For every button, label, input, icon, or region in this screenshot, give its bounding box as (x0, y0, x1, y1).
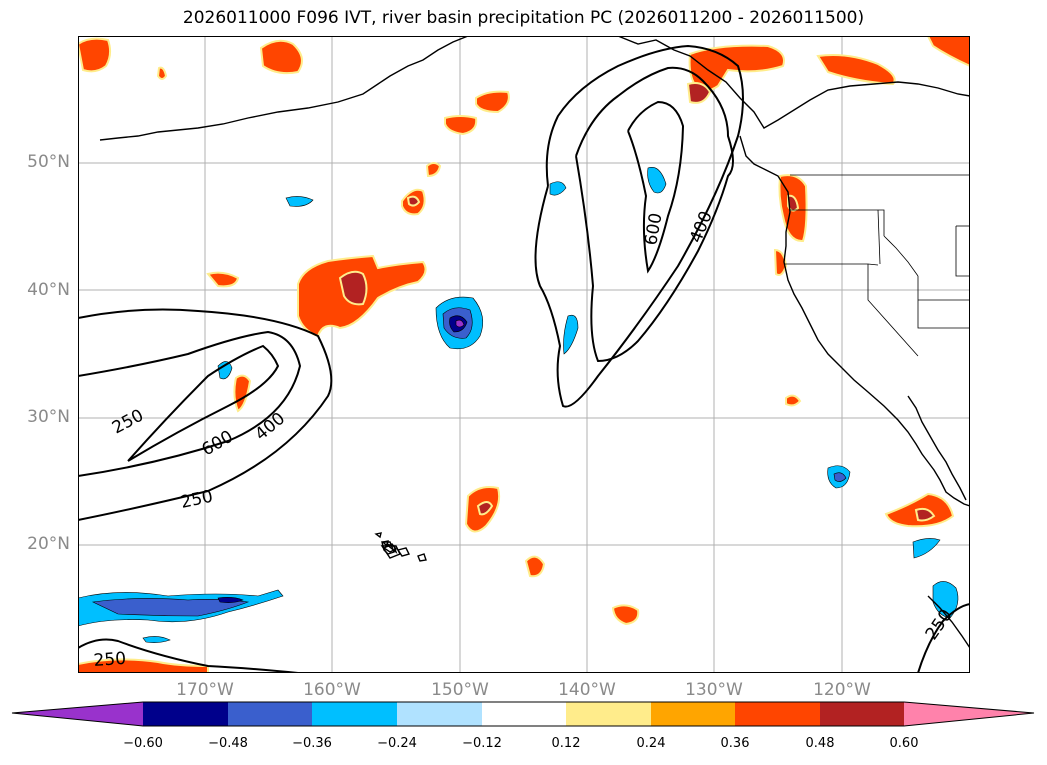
anomaly-patch (444, 115, 478, 136)
anomaly-patch (912, 538, 941, 559)
colorbar-tick-label: 0.36 (720, 736, 750, 751)
ivt-contour-600 (627, 100, 685, 274)
state-border (867, 264, 919, 357)
lon-tick-label: 170°W (176, 680, 234, 700)
lon-tick-label: 150°W (431, 680, 489, 700)
colorbar-segments (12, 702, 1034, 726)
anomaly-patch (406, 195, 421, 207)
ivt-contour-600 (127, 344, 280, 462)
anomaly-patch (611, 604, 640, 626)
mexico-coastline (927, 595, 970, 649)
state-border (883, 235, 919, 277)
ivt-contour-400 (78, 330, 302, 477)
hawaii-island (374, 532, 382, 539)
anomaly-patch (91, 598, 250, 617)
ivt-contour-400 (575, 66, 734, 363)
colorbar-tick-label: −0.48 (208, 736, 248, 751)
lon-tick-label: 120°W (813, 680, 871, 700)
anomaly-patch (206, 271, 240, 288)
lat-tick-label: 50°N (27, 152, 70, 172)
ivt-contours (78, 44, 970, 673)
lat-tick-label: 20°N (27, 534, 70, 554)
anomaly-patch (686, 82, 712, 104)
colorbar-tick-label: −0.12 (462, 736, 502, 751)
contour-label: 250 (93, 649, 127, 671)
anomaly-patch (285, 196, 314, 207)
anomaly-patch (259, 39, 303, 75)
alaska-coastline (617, 36, 970, 129)
anomaly-patch (773, 248, 788, 276)
colorbar-outline (11, 701, 1035, 727)
state-border (790, 209, 885, 236)
colorbar-tick-label: −0.36 (292, 736, 332, 751)
colorbar-tick-label: 0.12 (551, 736, 581, 751)
ivt-contour-250 (78, 638, 299, 673)
anomaly-patch (142, 636, 171, 643)
anomaly-patch (914, 507, 936, 522)
colorbar-segment (820, 702, 904, 726)
north-america-coastline (739, 135, 970, 507)
anomaly-patch (549, 181, 567, 196)
colorbar-tick-label: 0.24 (636, 736, 666, 751)
anomaly-patch (785, 394, 802, 407)
lon-tick-label: 160°W (303, 680, 361, 700)
anomaly-patch (833, 472, 847, 482)
anomaly-patch (455, 319, 465, 328)
lat-tick-label: 40°N (27, 280, 70, 300)
anomaly-patch (563, 314, 579, 355)
colorbar-tick-label: −0.24 (377, 736, 417, 751)
anomaly-patch (476, 501, 494, 516)
ivt-contour-250 (534, 44, 744, 408)
gridlines (78, 36, 970, 673)
lat-tick-label: 30°N (27, 407, 70, 427)
anomaly-patch (932, 581, 959, 619)
lon-tick-label: 130°W (685, 680, 743, 700)
anomaly-patch (425, 162, 442, 178)
aleutian-coastline (99, 36, 469, 141)
hawaii-island (385, 543, 398, 555)
state-borders (784, 174, 970, 357)
colorbar-segment (566, 702, 651, 726)
negative-anomaly-patches (78, 167, 959, 643)
state-border (917, 276, 970, 329)
anomaly-patch (217, 597, 244, 603)
colorbar-segment (312, 702, 397, 726)
colorbar-segment (143, 702, 228, 726)
anomaly-patch (647, 167, 667, 194)
colorbar (11, 701, 1035, 727)
map-background (78, 36, 970, 673)
colorbar-segment (482, 702, 566, 726)
anomaly-patch (156, 66, 168, 80)
state-border (877, 209, 881, 265)
ivt-contour-250 (917, 603, 970, 673)
map-panel: 250 600 400 250 250 600 400 250 (78, 36, 970, 673)
ivt-contour-250 (78, 308, 333, 521)
baja-coastline (907, 395, 967, 501)
colorbar-tick-label: −0.60 (123, 736, 163, 751)
anomaly-patch (233, 374, 252, 413)
anomaly-patch (524, 555, 546, 578)
anomaly-patch (475, 90, 510, 114)
colorbar-extend-high (904, 702, 1034, 726)
colorbar-extend-low (12, 702, 143, 726)
colorbar-segment (228, 702, 312, 726)
map-title: 2026011000 F096 IVT, river basin precipi… (182, 8, 865, 28)
hawaii-big-island (380, 545, 401, 559)
anomaly-patch (78, 37, 112, 73)
anomaly-patch (217, 361, 233, 380)
colorbar-tick-label: 0.60 (889, 736, 919, 751)
anomaly-patch (816, 54, 896, 86)
hawaii-island (417, 553, 427, 562)
map-frame (78, 36, 970, 673)
positive-anomaly-patches (78, 36, 970, 673)
colorbar-segment (735, 702, 820, 726)
colorbar-tick-label: 0.48 (805, 736, 835, 751)
coastlines (99, 36, 970, 649)
colorbar-segment (651, 702, 735, 726)
state-border (955, 226, 970, 277)
colorbar-segment (397, 702, 482, 726)
lon-tick-label: 140°W (558, 680, 616, 700)
anomaly-patch (338, 270, 368, 306)
